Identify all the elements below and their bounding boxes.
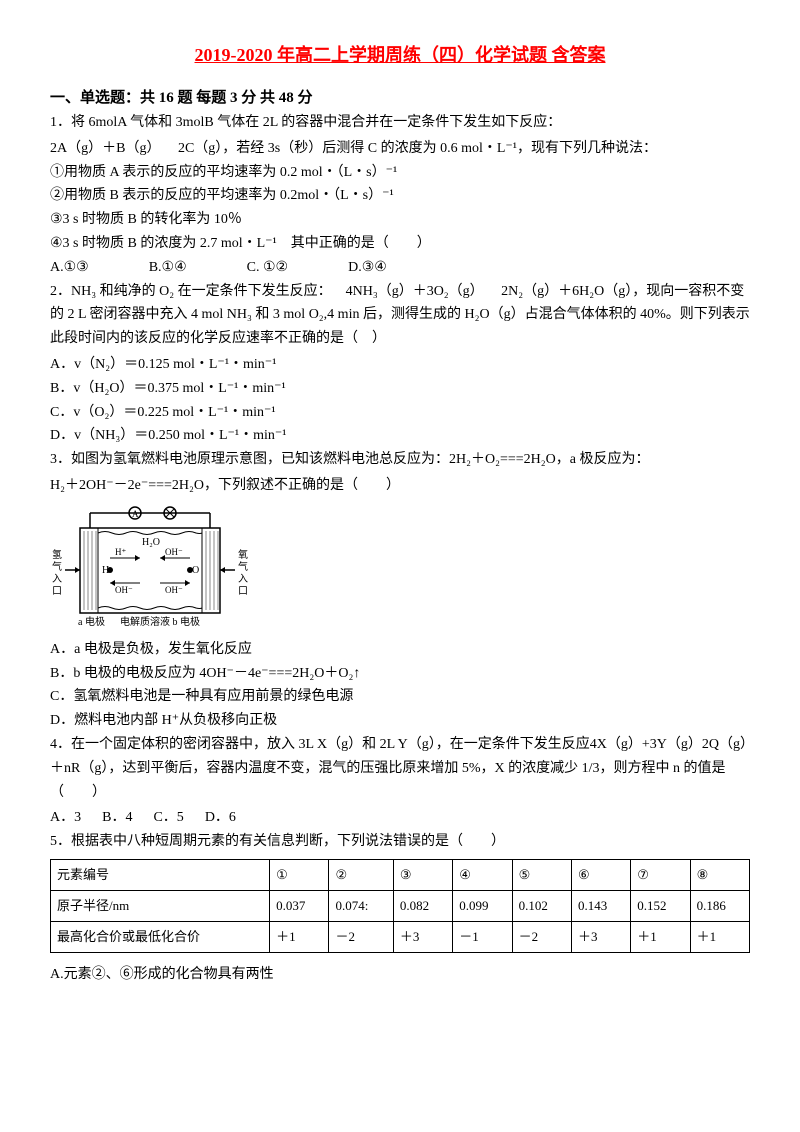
oh-minus-label-2: OH⁻ (115, 585, 133, 595)
question-1: 1．将 6molA 气体和 3molB 气体在 2L 的容器中混合并在一定条件下… (50, 111, 750, 135)
q2-num: 2． (50, 284, 71, 299)
q1-text1: 将 6molA 气体和 3molB 气体在 2L 的容器中混合并在一定条件下发生… (71, 115, 561, 130)
q1-text2: 2A（g）＋B（g） 2C（g），若经 3s（秒）后测得 C 的浓度为 0.6 … (50, 137, 750, 161)
th-1: ① (270, 860, 329, 891)
a-electrode-label: a 电极 (78, 615, 105, 628)
th-2: ② (329, 860, 393, 891)
question-3: 3．如图为氢氧燃料电池原理示意图，已知该燃料电池总反应为：2H₂＋O₂===2H… (50, 448, 750, 472)
q4-optB: B．4 (102, 810, 132, 825)
table-header-row: 元素编号 ① ② ③ ④ ⑤ ⑥ ⑦ ⑧ (51, 860, 750, 891)
th-4: ④ (453, 860, 512, 891)
q2-optB: B．v（H₂O）＝0.375 mol・L⁻¹・min⁻¹ (50, 377, 750, 401)
q4-num: 4． (50, 737, 71, 752)
svg-text:口: 口 (238, 586, 248, 597)
r2-7: ＋1 (631, 922, 690, 953)
o-inlet-label: 氧 (238, 548, 248, 561)
r2-6: ＋3 (571, 922, 630, 953)
q3-optA: A．a 电极是负极，发生氧化反应 (50, 638, 750, 662)
r1-6: 0.143 (571, 891, 630, 922)
r1-1: 0.037 (270, 891, 329, 922)
q1-num: 1． (50, 115, 71, 130)
q1-line2: ②用物质 B 表示的反应的平均速率为 0.2mol・（L・s）⁻¹ (50, 184, 750, 208)
r1-3: 0.082 (393, 891, 452, 922)
q1-options: A.①③ B.①④ C. ①② D.③④ (50, 256, 750, 280)
h-side-label: H (102, 565, 109, 576)
oh-minus-label-3: OH⁻ (165, 585, 183, 595)
q4-text1: 在一个固定体积的密闭容器中，放入 3L X（g）和 2L Y（g），在一定条件下… (50, 737, 747, 800)
q5-num: 5． (50, 834, 71, 849)
q1-line3: ③3 s 时物质 B 的转化率为 10％ (50, 208, 750, 232)
q1-optB: B.①④ (149, 256, 187, 280)
r1-2: 0.074: (329, 891, 393, 922)
q2-optA: A．v（N₂）＝0.125 mol・L⁻¹・min⁻¹ (50, 353, 750, 377)
q2-optC: C．v（O₂）＝0.225 mol・L⁻¹・min⁻¹ (50, 401, 750, 425)
q5-optA: A.元素②、⑥形成的化合物具有两性 (50, 963, 750, 987)
r1-5: 0.102 (512, 891, 571, 922)
q1-line1: ①用物质 A 表示的反应的平均速率为 0.2 mol・（L・s）⁻¹ (50, 161, 750, 185)
question-5: 5．根据表中八种短周期元素的有关信息判断，下列说法错误的是（ ） (50, 830, 750, 854)
q3-text1: 如图为氢氧燃料电池原理示意图，已知该燃料电池总反应为：2H₂＋O₂===2H₂O… (71, 452, 649, 467)
r2-5: －2 (512, 922, 571, 953)
q4-optA: A．3 (50, 810, 81, 825)
q3-optD: D．燃料电池内部 H⁺从负极移向正极 (50, 709, 750, 733)
r1-7: 0.152 (631, 891, 690, 922)
q4-options: A．3 B．4 C．5 D．6 (50, 806, 750, 830)
r1-8: 0.186 (690, 891, 749, 922)
svg-text:气: 气 (52, 560, 62, 573)
svg-text:入: 入 (238, 574, 248, 585)
q2-text1: NH₃ 和纯净的 O₂ 在一定条件下发生反应： 4NH₃（g）＋3O₂（g） 2… (50, 284, 750, 347)
h-inlet-label: 氢 (52, 548, 62, 561)
q3-optC: C．氢氧燃料电池是一种具有应用前景的绿色电源 (50, 685, 750, 709)
th-7: ⑦ (631, 860, 690, 891)
q2-optD: D．v（NH₃）＝0.250 mol・L⁻¹・min⁻¹ (50, 424, 750, 448)
q1-optC: C. ①② (247, 256, 288, 280)
q3-text2: H₂＋2OH⁻－2e⁻===2H₂O，下列叙述不正确的是（ ） (50, 474, 750, 498)
th-5: ⑤ (512, 860, 571, 891)
svg-text:气: 气 (238, 560, 248, 573)
svg-text:口: 口 (52, 586, 62, 597)
r2-4: －1 (453, 922, 512, 953)
r1-4: 0.099 (453, 891, 512, 922)
question-2: 2．NH₃ 和纯净的 O₂ 在一定条件下发生反应： 4NH₃（g）＋3O₂（g）… (50, 280, 750, 351)
th-8: ⑧ (690, 860, 749, 891)
h-plus-label: H⁺ (115, 547, 126, 557)
fuel-cell-diagram: A H₂O H⁺ OH⁻ OH⁻ OH⁻ H O 氢 气 入 口 氧 气 入 口… (50, 503, 750, 633)
svg-text:入: 入 (52, 574, 62, 585)
q3-num: 3． (50, 452, 71, 467)
table-row-valence: 最高化合价或最低化合价 ＋1 －2 ＋3 －1 －2 ＋3 ＋1 ＋1 (51, 922, 750, 953)
o-side-label: O (192, 565, 199, 576)
section-header: 一、单选题：共 16 题 每题 3 分 共 48 分 (50, 86, 750, 112)
question-4: 4．在一个固定体积的密闭容器中，放入 3L X（g）和 2L Y（g），在一定条… (50, 733, 750, 804)
q4-optD: D．6 (205, 810, 236, 825)
q4-optC: C．5 (153, 810, 183, 825)
q1-optD: D.③④ (348, 256, 387, 280)
meter-a-icon: A (132, 509, 139, 519)
oh-minus-label-1: OH⁻ (165, 547, 183, 557)
r2-0: 最高化合价或最低化合价 (51, 922, 270, 953)
r2-2: －2 (329, 922, 393, 953)
r2-1: ＋1 (270, 922, 329, 953)
r2-8: ＋1 (690, 922, 749, 953)
h2o-label: H₂O (142, 537, 160, 548)
th-3: ③ (393, 860, 452, 891)
th-6: ⑥ (571, 860, 630, 891)
th-0: 元素编号 (51, 860, 270, 891)
exam-title: 2019-2020 年高二上学期周练（四）化学试题 含答案 (50, 40, 750, 71)
electrolyte-label: 电解质溶液 b 电极 (120, 615, 200, 628)
r2-3: ＋3 (393, 922, 452, 953)
q1-optA: A.①③ (50, 256, 89, 280)
table-row-radius: 原子半径/nm 0.037 0.074: 0.082 0.099 0.102 0… (51, 891, 750, 922)
element-table: 元素编号 ① ② ③ ④ ⑤ ⑥ ⑦ ⑧ 原子半径/nm 0.037 0.074… (50, 859, 750, 953)
q3-optB: B．b 电极的电极反应为 4OH⁻－4e⁻===2H₂O＋O₂↑ (50, 662, 750, 686)
r1-0: 原子半径/nm (51, 891, 270, 922)
q1-line4: ④3 s 时物质 B 的浓度为 2.7 mol・L⁻¹ 其中正确的是（ ） (50, 232, 750, 256)
q5-text1: 根据表中八种短周期元素的有关信息判断，下列说法错误的是（ ） (71, 834, 505, 849)
